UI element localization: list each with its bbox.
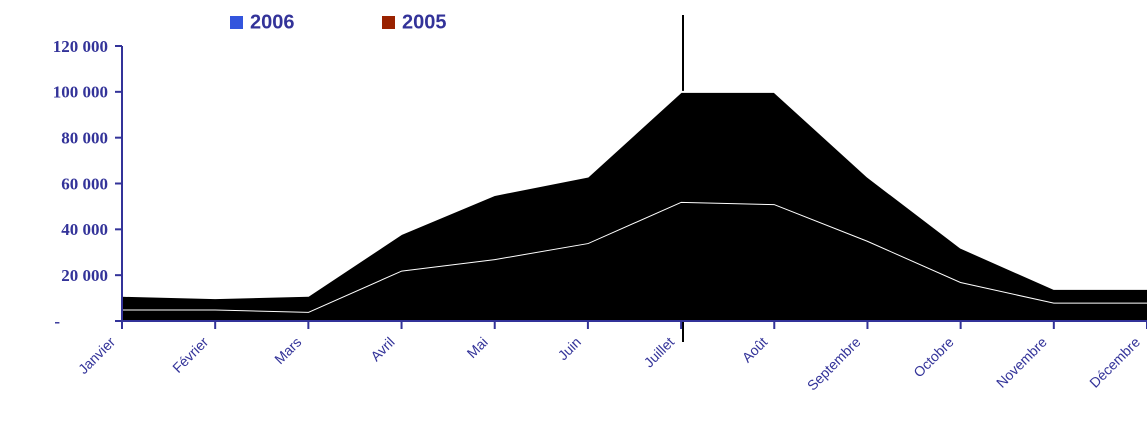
x-tick-label: Juillet	[641, 334, 678, 371]
x-tick-label: Août	[739, 334, 771, 366]
x-tick-label: Mai	[464, 334, 491, 361]
legend-swatch	[230, 16, 243, 29]
y-tick-label: 100 000	[53, 83, 108, 102]
area	[122, 201, 1147, 321]
y-tick-label: 120 000	[53, 37, 108, 56]
legend-label: 2006	[250, 11, 295, 33]
x-tick-label: Février	[169, 334, 211, 376]
x-tick-label: Juin	[555, 334, 584, 363]
legend-label: 2005	[402, 11, 447, 33]
x-tick-label: Mars	[271, 334, 304, 367]
x-tick-label: Janvier	[75, 334, 118, 377]
x-tick-label: Avril	[367, 334, 397, 364]
x-tick-label: Octobre	[910, 334, 957, 381]
y-tick-label: 80 000	[61, 129, 108, 148]
area	[122, 91, 1147, 312]
y-tick-label: 60 000	[61, 174, 108, 193]
x-tick-label: Novembre	[993, 334, 1050, 391]
y-tick-label: 20 000	[61, 266, 108, 285]
legend-swatch	[382, 16, 395, 29]
x-tick-label: Décembre	[1086, 334, 1143, 391]
area-edge	[121, 90, 1147, 300]
y-tick-label: 40 000	[61, 220, 108, 239]
x-tick-label: Septembre	[804, 334, 864, 394]
y-tick-label: -	[54, 312, 60, 331]
